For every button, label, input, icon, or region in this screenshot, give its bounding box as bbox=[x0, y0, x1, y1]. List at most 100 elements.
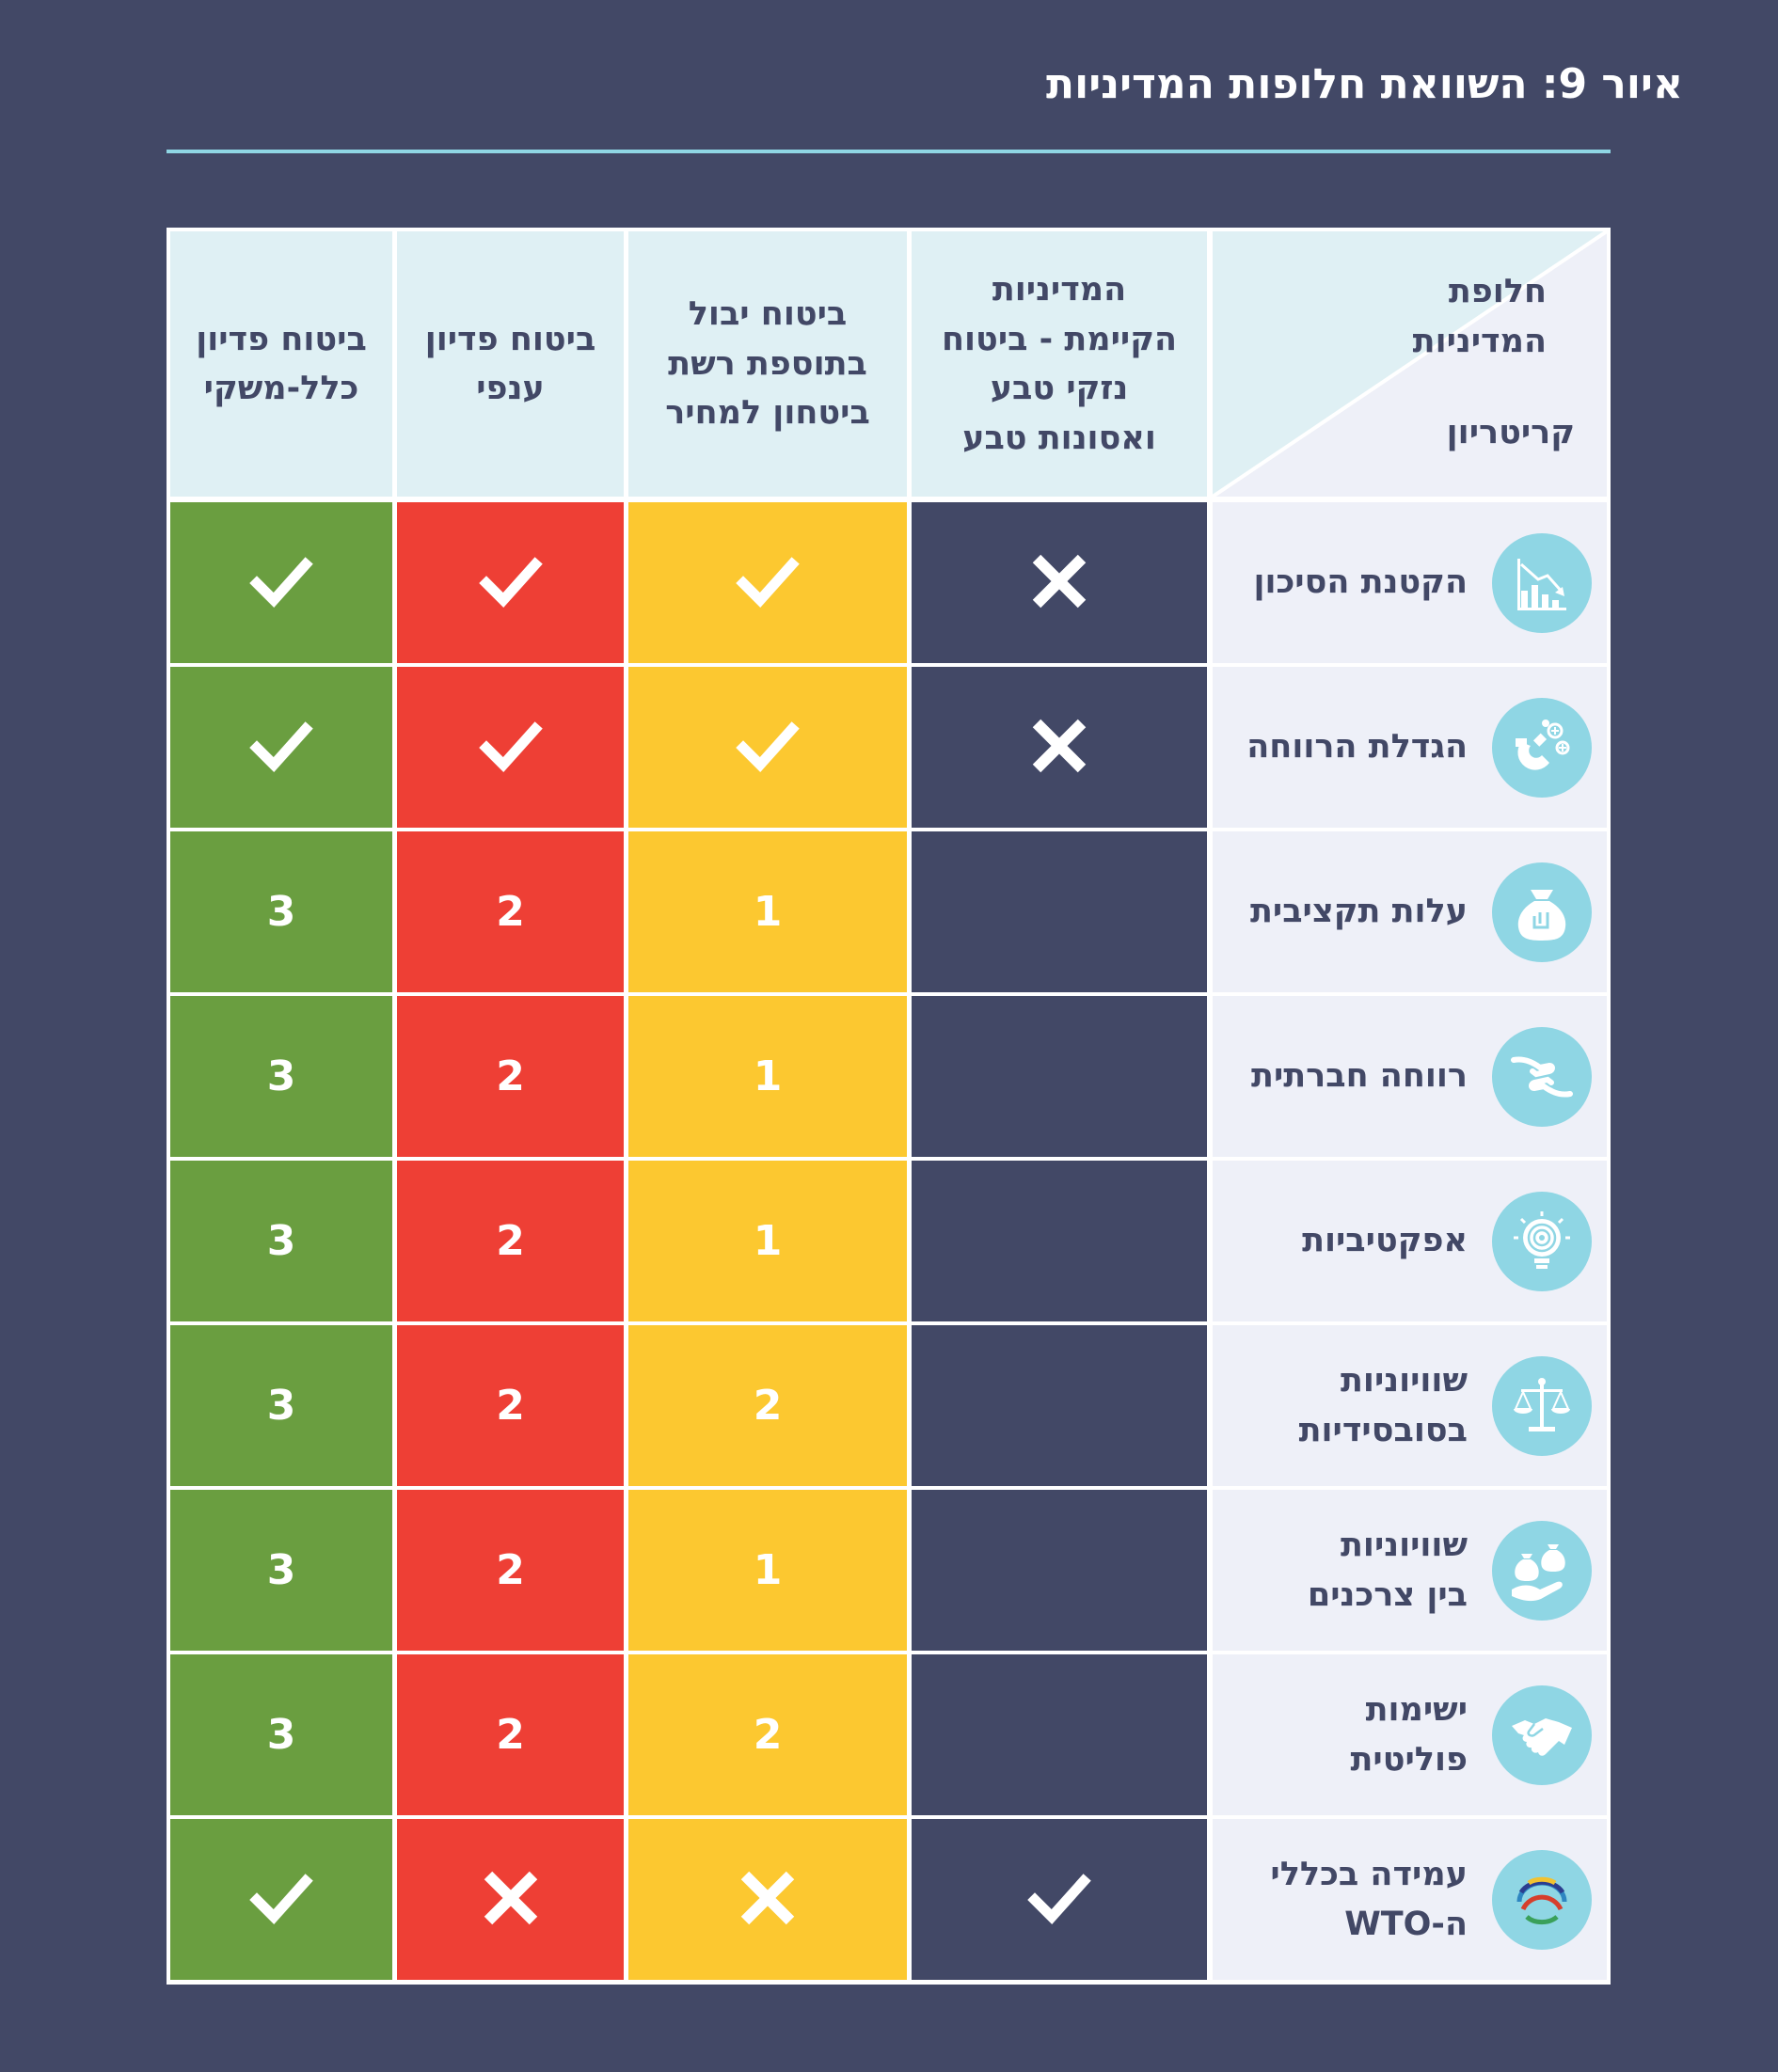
check-icon bbox=[736, 714, 800, 782]
score-value: 3 bbox=[266, 1052, 296, 1100]
score-value: 1 bbox=[753, 1546, 783, 1594]
target-bulb-icon bbox=[1492, 1191, 1592, 1291]
check-icon bbox=[478, 714, 543, 782]
money-bag-icon bbox=[1492, 862, 1592, 962]
criterion-label: אפקטיביות bbox=[1302, 1222, 1468, 1260]
policy-alternative-label: חלופת המדיניות bbox=[1412, 273, 1547, 360]
criterion-label: ישימות פוליטית bbox=[1350, 1691, 1468, 1779]
score-cell: 3 bbox=[170, 1161, 392, 1321]
wto-logo-icon bbox=[1492, 1849, 1592, 1950]
money-bags-hand-icon bbox=[1492, 1520, 1592, 1621]
score-cell: 1 bbox=[628, 996, 907, 1157]
score-cell: 3 bbox=[170, 1325, 392, 1486]
criterion-row-6: שוויוניות בסובסידיות bbox=[1213, 1325, 1607, 1486]
score-value: 2 bbox=[496, 1711, 525, 1759]
score-value: 2 bbox=[753, 1382, 783, 1430]
score-cell bbox=[912, 1654, 1207, 1815]
column-header-label: ביטוח יבול בתוספת רשת ביטחון למחיר bbox=[665, 295, 870, 433]
score-cell bbox=[912, 1490, 1207, 1651]
criterion-row-1: הקטנת הסיכון bbox=[1213, 502, 1607, 663]
score-value: 3 bbox=[266, 1711, 296, 1759]
score-value: 1 bbox=[753, 888, 783, 936]
score-cell: 2 bbox=[628, 1325, 907, 1486]
score-cell: 1 bbox=[628, 831, 907, 992]
column-header-label: ביטוח פדיון כלל-משקי bbox=[196, 320, 367, 408]
column-header-label: ביטוח פדיון ענפי bbox=[424, 320, 596, 408]
column-header-4: ביטוח פדיון כלל-משקי bbox=[170, 231, 392, 497]
check-icon bbox=[1027, 1866, 1091, 1934]
title-divider bbox=[167, 150, 1611, 153]
criterion-label: עלות תקציבית bbox=[1250, 893, 1468, 931]
score-cell bbox=[397, 502, 624, 663]
comparison-table: חלופת המדיניות קריטריון המדיניות הקיימת … bbox=[167, 228, 1611, 1985]
score-cell: 1 bbox=[628, 1161, 907, 1321]
score-cell: 2 bbox=[628, 1654, 907, 1815]
score-cell bbox=[912, 502, 1207, 663]
helping-hands-icon bbox=[1492, 1026, 1592, 1127]
criterion-row-2: הגדלת הרווחה bbox=[1213, 667, 1607, 828]
criterion-row-7: שוויוניות בין צרכנים bbox=[1213, 1490, 1607, 1651]
cross-icon bbox=[1027, 714, 1091, 782]
criterion-label: רווחה חברתית bbox=[1251, 1057, 1468, 1096]
score-cell: 2 bbox=[397, 1490, 624, 1651]
score-cell bbox=[170, 502, 392, 663]
score-value: 1 bbox=[753, 1052, 783, 1100]
score-cell: 2 bbox=[397, 1325, 624, 1486]
balance-scale-icon bbox=[1492, 1355, 1592, 1456]
score-cell bbox=[397, 667, 624, 828]
score-cell: 3 bbox=[170, 1654, 392, 1815]
score-cell bbox=[912, 1325, 1207, 1486]
check-icon bbox=[478, 549, 543, 617]
column-header-3: ביטוח פדיון ענפי bbox=[397, 231, 624, 497]
criterion-label: הקטנת הסיכון bbox=[1253, 563, 1468, 602]
score-value: 3 bbox=[266, 1217, 296, 1265]
score-cell bbox=[628, 502, 907, 663]
criterion-label: קריטריון bbox=[1446, 414, 1575, 451]
score-value: 2 bbox=[496, 1217, 525, 1265]
corner-header-cell: חלופת המדיניות קריטריון bbox=[1213, 231, 1607, 497]
corner-diagonal bbox=[1213, 231, 1607, 497]
criterion-row-4: רווחה חברתית bbox=[1213, 996, 1607, 1157]
decreasing-chart-icon bbox=[1492, 532, 1592, 633]
column-header-2: ביטוח יבול בתוספת רשת ביטחון למחיר bbox=[628, 231, 907, 497]
criterion-row-5: אפקטיביות bbox=[1213, 1161, 1607, 1321]
check-icon bbox=[736, 549, 800, 617]
score-cell bbox=[912, 831, 1207, 992]
criterion-row-3: עלות תקציבית bbox=[1213, 831, 1607, 992]
handshake-icon bbox=[1492, 1684, 1592, 1785]
page-title: איור 9: השוואת חלופות המדיניות bbox=[1046, 60, 1683, 108]
column-header-1: המדיניות הקיימת - ביטוח נזקי טבע ואסונות… bbox=[912, 231, 1207, 497]
check-icon bbox=[249, 549, 313, 617]
score-cell: 3 bbox=[170, 996, 392, 1157]
score-cell: 1 bbox=[628, 1490, 907, 1651]
criterion-label: שוויוניות בסובסידיות bbox=[1298, 1362, 1468, 1449]
cross-icon bbox=[479, 1866, 543, 1934]
cross-icon bbox=[1027, 549, 1091, 617]
score-value: 2 bbox=[496, 1052, 525, 1100]
score-cell bbox=[397, 1819, 624, 1980]
score-cell bbox=[912, 1161, 1207, 1321]
score-value: 1 bbox=[753, 1217, 783, 1265]
criterion-label: עמידה בכללי ה-WTO bbox=[1270, 1856, 1468, 1943]
score-cell bbox=[912, 1819, 1207, 1980]
score-cell: 2 bbox=[397, 831, 624, 992]
score-value: 2 bbox=[496, 1382, 525, 1430]
criterion-row-9: עמידה בכללי ה-WTO bbox=[1213, 1819, 1607, 1980]
check-icon bbox=[249, 1866, 313, 1934]
score-value: 3 bbox=[266, 1546, 296, 1594]
score-cell bbox=[628, 1819, 907, 1980]
score-cell bbox=[170, 1819, 392, 1980]
score-cell bbox=[912, 996, 1207, 1157]
score-cell: 3 bbox=[170, 831, 392, 992]
criterion-label: שוויוניות בין צרכנים bbox=[1307, 1526, 1468, 1614]
score-cell: 2 bbox=[397, 996, 624, 1157]
cross-icon bbox=[736, 1866, 800, 1934]
score-cell bbox=[912, 667, 1207, 828]
score-value: 2 bbox=[496, 888, 525, 936]
check-icon bbox=[249, 714, 313, 782]
magnet-plus-icon bbox=[1492, 697, 1592, 798]
score-cell: 3 bbox=[170, 1490, 392, 1651]
column-header-label: המדיניות הקיימת - ביטוח נזקי טבע ואסונות… bbox=[941, 271, 1178, 457]
score-cell: 2 bbox=[397, 1161, 624, 1321]
criterion-row-8: ישימות פוליטית bbox=[1213, 1654, 1607, 1815]
